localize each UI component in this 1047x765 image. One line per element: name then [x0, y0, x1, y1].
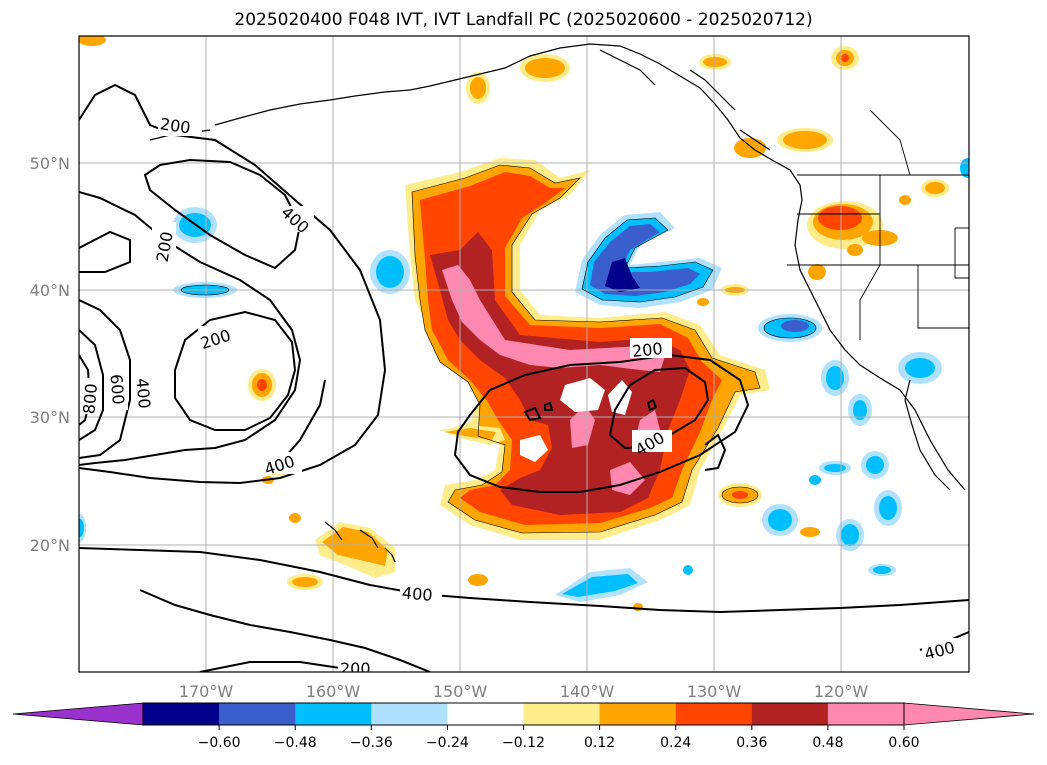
- lon-label: 120°W: [814, 682, 869, 701]
- map-plot-area: 200 400 200 200 400 800 600 400 400 200 …: [79, 36, 969, 678]
- lat-label: 40°N: [30, 281, 70, 300]
- contour-label: 400: [132, 377, 154, 409]
- colorbar: −0.60 −0.48 −0.36 −0.24 −0.12 0.12 0.24 0.36 0.4…: [12, 702, 1035, 751]
- contour-label: 400: [401, 583, 433, 605]
- colorbar-bin: [295, 703, 372, 725]
- lat-label: 30°N: [30, 408, 70, 427]
- colorbar-over-extend: [903, 702, 1035, 726]
- colorbar-bin: [219, 703, 296, 725]
- contour-label: 800: [79, 383, 101, 415]
- lon-label: 170°W: [179, 682, 234, 701]
- colorbar-bin: [599, 703, 677, 725]
- colorbar-tick-label: 0.24: [660, 735, 691, 751]
- ivt-contours: [79, 83, 969, 672]
- negative-pc-shading: [79, 158, 969, 602]
- lat-label: 20°N: [30, 536, 70, 555]
- colorbar-tick-label: −0.60: [198, 735, 241, 751]
- longitude-labels: 170°W 160°W 150°W 140°W 130°W 120°W: [179, 682, 869, 701]
- map-frame: [78, 35, 970, 673]
- map-title: 2025020400 F048 IVT, IVT Landfall PC (20…: [234, 10, 813, 30]
- contour-label: 200: [159, 114, 192, 137]
- contour-label: 200: [340, 659, 371, 678]
- colorbar-tick-label: −0.24: [426, 735, 469, 751]
- colorbar-bin: [751, 703, 829, 725]
- colorbar-tick-label: 0.60: [888, 735, 919, 751]
- colorbar-tick-label: −0.12: [502, 735, 545, 751]
- contour-labels: 200 400 200 200 400 800 600 400 400 200 …: [79, 114, 964, 678]
- lon-label: 160°W: [306, 682, 361, 701]
- colorbar-tick-label: −0.48: [274, 735, 317, 751]
- colorbar-under-extend: [12, 702, 144, 726]
- colorbar-tick-label: 0.48: [812, 735, 843, 751]
- positive-pc-shading: [79, 36, 949, 611]
- contour-label: 600: [106, 373, 128, 405]
- colorbar-bin: [827, 703, 905, 725]
- contour-label: 200: [631, 339, 663, 361]
- lon-label: 140°W: [560, 682, 615, 701]
- colorbar-bin: [523, 703, 601, 725]
- state-borders: [787, 109, 969, 340]
- latitude-labels: 50°N 40°N 30°N 20°N: [30, 154, 70, 555]
- lon-label: 130°W: [687, 682, 742, 701]
- lon-label: 150°W: [433, 682, 488, 701]
- colorbar-bin: [143, 703, 220, 725]
- colorbar-tick-label: 0.12: [584, 735, 615, 751]
- colorbar-bin: [371, 703, 448, 725]
- colorbar-bin: [675, 703, 753, 725]
- colorbar-tick-label: 0.36: [736, 735, 767, 751]
- colorbar-bin: [447, 703, 524, 725]
- pc-contour-outlines: [180, 164, 817, 534]
- graticule: [79, 36, 969, 672]
- lat-label: 50°N: [30, 154, 70, 173]
- colorbar-tick-label: −0.36: [350, 735, 393, 751]
